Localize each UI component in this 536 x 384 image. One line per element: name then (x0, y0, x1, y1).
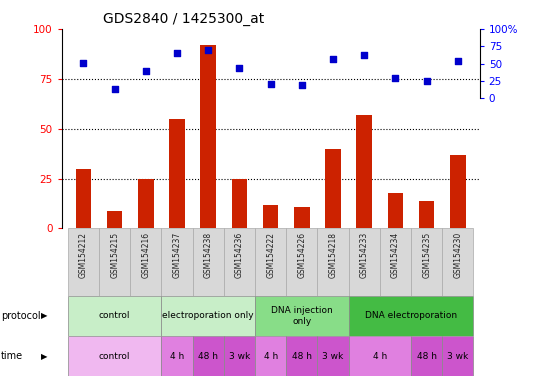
Bar (200, 34, 216, 98)
Text: GDS2840 / 1425300_at: GDS2840 / 1425300_at (103, 12, 265, 26)
Bar (161, 296, 255, 336)
Bar (138, 81, 154, 98)
Point (453, 58, 462, 65)
Text: 48 h: 48 h (292, 352, 312, 361)
Point (297, 82, 306, 88)
Text: 4 h: 4 h (373, 352, 387, 361)
Bar (263, 90, 279, 98)
Bar (192, 336, 224, 376)
Bar (286, 336, 317, 376)
Text: GSM154234: GSM154234 (391, 232, 400, 278)
Text: 3 wk: 3 wk (229, 352, 250, 361)
Bar (356, 59, 372, 98)
Text: GSM154235: GSM154235 (422, 232, 431, 278)
Point (360, 51, 369, 58)
Point (235, 65, 244, 71)
Bar (255, 336, 286, 376)
Text: protocol: protocol (1, 311, 41, 321)
Bar (107, 92, 123, 98)
Point (173, 50, 181, 56)
Bar (442, 336, 473, 376)
Text: GSM154238: GSM154238 (204, 232, 213, 278)
Bar (349, 296, 473, 336)
Bar (419, 89, 435, 98)
Point (204, 46, 213, 53)
Bar (68, 336, 161, 376)
Text: control: control (99, 311, 130, 320)
Point (422, 78, 431, 84)
Bar (161, 228, 192, 296)
Bar (317, 336, 349, 376)
Text: GSM154226: GSM154226 (297, 232, 307, 278)
Point (110, 86, 119, 92)
Text: GSM154212: GSM154212 (79, 232, 88, 278)
Bar (232, 81, 247, 98)
Text: ▶: ▶ (41, 352, 47, 361)
Bar (411, 336, 442, 376)
Bar (325, 71, 341, 98)
Bar (255, 296, 349, 336)
Text: ▶: ▶ (41, 311, 47, 320)
Text: electroporation only: electroporation only (162, 311, 254, 320)
Bar (130, 228, 161, 296)
Bar (349, 336, 411, 376)
Point (79, 60, 88, 66)
Text: control: control (99, 352, 130, 361)
Text: GSM154218: GSM154218 (329, 232, 338, 278)
Point (391, 75, 400, 81)
Text: GSM154236: GSM154236 (235, 232, 244, 278)
Text: GSM154222: GSM154222 (266, 232, 275, 278)
Bar (161, 336, 192, 376)
Bar (224, 228, 255, 296)
Text: DNA electroporation: DNA electroporation (365, 311, 457, 320)
Text: 4 h: 4 h (170, 352, 184, 361)
Bar (442, 228, 473, 296)
Text: 48 h: 48 h (416, 352, 437, 361)
Bar (286, 228, 317, 296)
Bar (450, 73, 466, 98)
Bar (255, 228, 286, 296)
Bar (99, 228, 130, 296)
Bar (68, 228, 99, 296)
Bar (317, 228, 349, 296)
Text: GSM154215: GSM154215 (110, 232, 119, 278)
Bar (224, 336, 255, 376)
Bar (169, 60, 185, 98)
Point (142, 68, 150, 74)
Text: 3 wk: 3 wk (323, 352, 344, 361)
Text: GSM154216: GSM154216 (142, 232, 151, 278)
Text: DNA injection
only: DNA injection only (271, 306, 333, 326)
Text: 3 wk: 3 wk (447, 352, 468, 361)
Bar (192, 228, 224, 296)
Bar (411, 228, 442, 296)
Text: time: time (1, 351, 23, 361)
Bar (349, 228, 380, 296)
Text: GSM154233: GSM154233 (360, 232, 369, 278)
Text: GSM154237: GSM154237 (173, 232, 182, 278)
Text: GSM154230: GSM154230 (453, 232, 463, 278)
Bar (380, 228, 411, 296)
Bar (388, 86, 403, 98)
Bar (294, 91, 310, 98)
Text: 4 h: 4 h (264, 352, 278, 361)
Bar (76, 78, 91, 98)
Bar (68, 296, 161, 336)
Point (266, 81, 275, 88)
Text: 48 h: 48 h (198, 352, 218, 361)
Point (329, 56, 337, 62)
